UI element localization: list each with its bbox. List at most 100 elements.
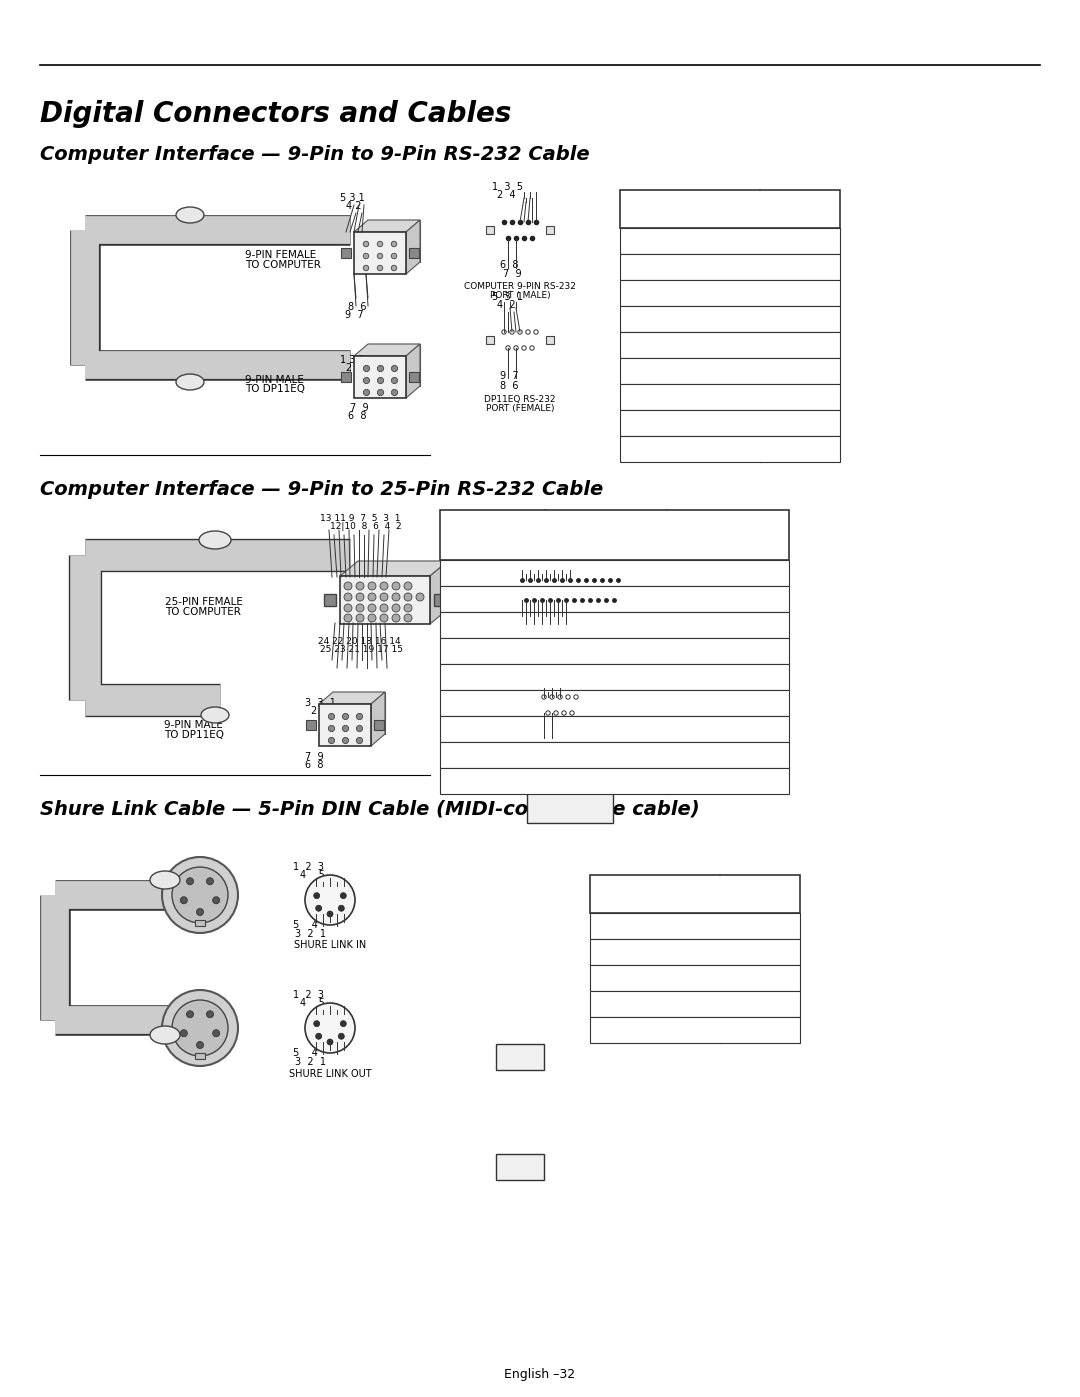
Polygon shape	[496, 1154, 544, 1180]
Text: 1  2  3: 1 2 3	[293, 990, 324, 1000]
Polygon shape	[340, 576, 430, 624]
Text: 4  2: 4 2	[525, 686, 543, 696]
Ellipse shape	[176, 374, 204, 390]
Text: Computer Interface — 9-Pin to 9-Pin RS-232 Cable: Computer Interface — 9-Pin to 9-Pin RS-2…	[40, 145, 590, 163]
Circle shape	[162, 990, 238, 1066]
Circle shape	[327, 1039, 333, 1045]
Text: FUNCTION: FUNCTION	[653, 198, 726, 211]
Bar	[620, 306, 840, 332]
Text: Digital Connectors and Cables: Digital Connectors and Cables	[40, 101, 511, 129]
Text: GND: GND	[478, 668, 507, 680]
Text: 1  3  5: 1 3 5	[492, 182, 523, 191]
Circle shape	[392, 592, 400, 601]
Circle shape	[380, 604, 388, 612]
Text: 20: 20	[720, 641, 735, 655]
Circle shape	[380, 615, 388, 622]
Text: SHURE LINK OUT: SHURE LINK OUT	[288, 1069, 372, 1078]
Polygon shape	[406, 219, 420, 274]
Text: CONNECTOR (MALE): CONNECTOR (MALE)	[524, 645, 616, 654]
Text: PIN #: PIN #	[741, 883, 779, 897]
Bar	[486, 337, 494, 344]
Text: FUNCTION: FUNCTION	[458, 524, 527, 538]
Polygon shape	[527, 791, 613, 823]
Circle shape	[550, 694, 554, 700]
Polygon shape	[496, 1044, 544, 1070]
Circle shape	[392, 583, 400, 590]
Bar	[586, 701, 594, 710]
Text: SHURE LINK IN: SHURE LINK IN	[294, 940, 366, 950]
Text: 5: 5	[756, 995, 764, 1007]
Text: 6  8: 6 8	[348, 411, 366, 420]
Text: 9-PIN MALE: 9-PIN MALE	[245, 374, 303, 386]
Circle shape	[545, 711, 550, 715]
Circle shape	[368, 592, 376, 601]
Text: 4 2: 4 2	[346, 201, 362, 211]
Bar	[516, 585, 524, 594]
Circle shape	[356, 592, 364, 601]
Circle shape	[368, 583, 376, 590]
Text: English –32: English –32	[504, 1368, 576, 1382]
Bar	[620, 228, 840, 254]
Text: 6: 6	[724, 693, 732, 707]
Bar	[195, 1053, 205, 1059]
Text: DATA: DATA	[639, 995, 671, 1007]
Circle shape	[570, 711, 575, 715]
Circle shape	[377, 242, 382, 247]
Text: 12|10  8  6  4  2: 12|10 8 6 4 2	[330, 522, 402, 531]
Circle shape	[391, 265, 396, 271]
Text: 9: 9	[602, 771, 610, 785]
Text: DP11EQ RS-232: DP11EQ RS-232	[524, 750, 596, 759]
Circle shape	[368, 615, 376, 622]
Text: 5  3  1: 5 3 1	[519, 678, 551, 687]
Polygon shape	[368, 344, 420, 386]
Text: 9: 9	[796, 440, 804, 453]
Text: 3: 3	[602, 616, 610, 629]
Text: 1: 1	[756, 916, 764, 929]
Bar	[620, 409, 840, 436]
Bar	[440, 638, 789, 664]
Text: 22: 22	[720, 771, 735, 785]
Ellipse shape	[150, 1025, 180, 1044]
Text: 6  8: 6 8	[500, 260, 518, 270]
Bar	[590, 965, 800, 990]
Circle shape	[356, 583, 364, 590]
Circle shape	[162, 856, 238, 933]
Bar	[546, 226, 554, 235]
Text: DTR: DTR	[677, 310, 703, 323]
Text: 5: 5	[602, 668, 610, 680]
Text: 2: 2	[756, 968, 764, 982]
Circle shape	[172, 1000, 228, 1056]
Text: TO DP11EQ: TO DP11EQ	[245, 384, 305, 394]
Bar	[620, 254, 840, 279]
Text: —: —	[684, 232, 697, 244]
Text: 3  3  1: 3 3 1	[305, 698, 336, 708]
Bar	[620, 358, 840, 384]
Ellipse shape	[150, 870, 180, 888]
Text: 2: 2	[602, 590, 610, 602]
Text: PORT ( MALE): PORT ( MALE)	[489, 291, 551, 300]
Bar	[440, 742, 789, 768]
Bar	[590, 939, 800, 965]
Bar	[440, 664, 789, 690]
Circle shape	[562, 711, 566, 715]
Polygon shape	[357, 562, 448, 609]
Text: COMPUTER 25-PIN RS-232: COMPUTER 25-PIN RS-232	[511, 636, 629, 645]
Text: 9  7: 9 7	[523, 726, 542, 738]
Circle shape	[368, 604, 376, 612]
Polygon shape	[430, 562, 448, 624]
Bar	[620, 332, 840, 358]
Bar	[590, 990, 800, 1017]
Bar	[620, 384, 840, 409]
Text: 4: 4	[602, 641, 610, 655]
Circle shape	[566, 694, 570, 700]
Text: 9  7: 9 7	[345, 310, 364, 320]
Text: GND: GND	[676, 335, 704, 348]
Text: 5    4: 5 4	[293, 1048, 318, 1058]
Circle shape	[305, 1003, 355, 1053]
Text: 15  17  19  21  23  25: 15 17 19 21 23 25	[503, 622, 600, 630]
Text: 3: 3	[724, 590, 732, 602]
Polygon shape	[372, 692, 384, 746]
Circle shape	[404, 604, 411, 612]
Text: 9-PIN MALE: 9-PIN MALE	[164, 719, 222, 731]
Text: 4    5: 4 5	[300, 997, 325, 1009]
